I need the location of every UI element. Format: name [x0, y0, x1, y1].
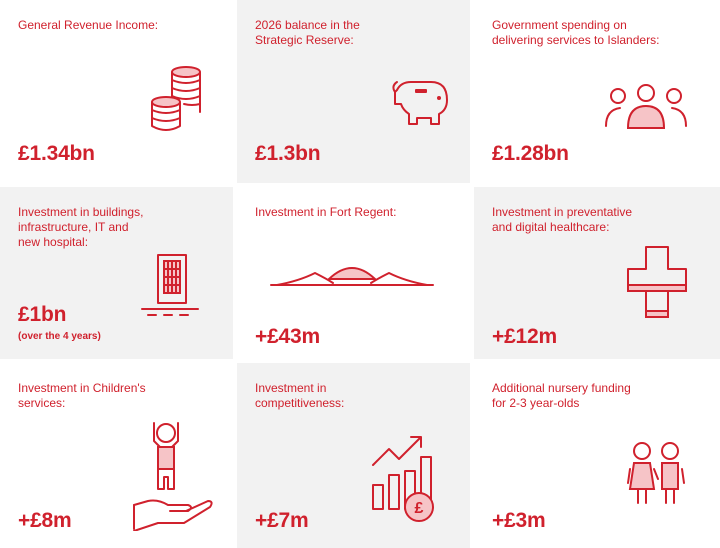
card-value: +£43m [255, 325, 320, 348]
card-value: £1.34bn [18, 142, 95, 165]
card-value: +£3m [492, 509, 546, 532]
building-icon [141, 254, 199, 316]
card-value: £1bn [18, 303, 67, 326]
two-children-icon [627, 442, 685, 504]
card-label: Additional nursery funding for 2-3 year-… [492, 381, 631, 410]
people-group-icon [605, 84, 687, 129]
card-value: +£7m [255, 509, 309, 532]
coin-stack-icon [151, 66, 201, 131]
card-label: Investment in Children's services: [18, 381, 146, 410]
svg-text:£: £ [415, 500, 424, 517]
piggy-bank-icon [392, 81, 448, 125]
card-government-spending: Government spending on delivering servic… [474, 0, 720, 183]
card-label: Investment in competitiveness: [255, 381, 345, 410]
card-digital-healthcare: Investment in preventative and digital h… [474, 187, 720, 359]
card-value: £1.28bn [492, 142, 569, 165]
fort-regent-icon [270, 267, 434, 286]
card-label: 2026 balance in the Strategic Reserve: [255, 18, 360, 47]
card-fort-regent: Investment in Fort Regent: +£43m [237, 187, 470, 359]
card-value: +£8m [18, 509, 72, 532]
medical-cross-icon [627, 246, 687, 318]
child-in-hand-icon [133, 422, 213, 531]
growth-chart-pound-icon: £ [372, 436, 434, 522]
card-label: Investment in Fort Regent: [255, 205, 397, 219]
card-label: Investment in preventative and digital h… [492, 205, 633, 234]
card-strategic-reserve: 2026 balance in the Strategic Reserve: £… [237, 0, 470, 183]
card-label: Investment in buildings, infrastructure,… [18, 205, 144, 249]
card-childrens-services: Investment in Children's services: +£8m [0, 363, 233, 548]
card-label: General Revenue Income: [18, 18, 159, 32]
card-buildings-investment: Investment in buildings, infrastructure,… [0, 187, 233, 359]
card-label: Government spending on delivering servic… [492, 18, 660, 47]
card-value: +£12m [492, 325, 557, 348]
card-general-revenue: General Revenue Income: £1.34bn [0, 0, 233, 183]
card-nursery-funding: Additional nursery funding for 2-3 year-… [474, 363, 720, 548]
card-value: £1.3bn [255, 142, 321, 165]
card-competitiveness: Investment in competitiveness: £ +£7m [237, 363, 470, 548]
card-note: (over the 4 years) [18, 331, 101, 342]
